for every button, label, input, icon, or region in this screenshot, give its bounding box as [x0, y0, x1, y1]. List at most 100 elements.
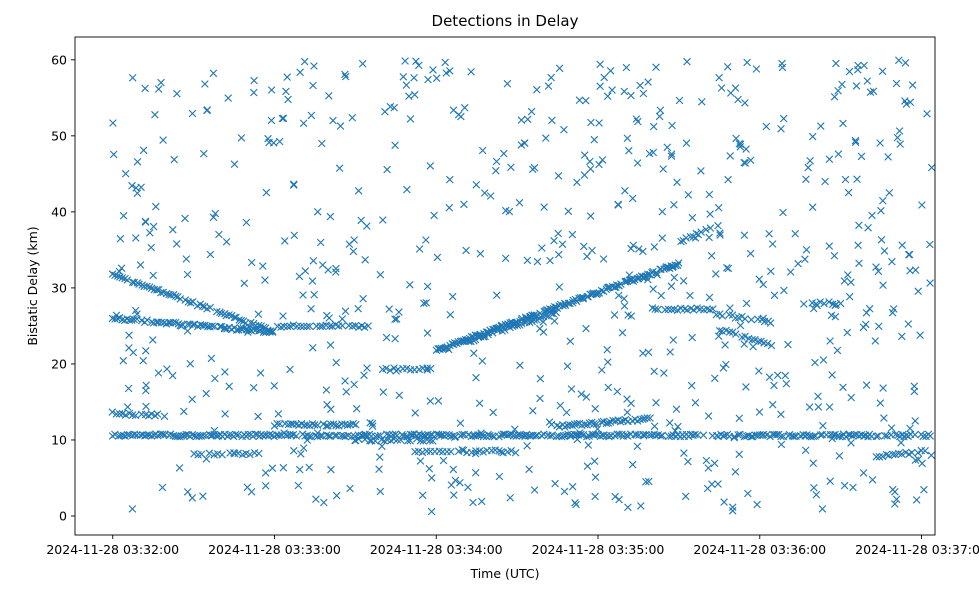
detection-point — [273, 419, 281, 428]
detection-point — [554, 172, 563, 180]
detection-point — [121, 411, 130, 419]
detection-point — [766, 319, 775, 327]
detection-point — [872, 453, 881, 461]
detection-point — [556, 401, 565, 410]
detection-point — [539, 328, 548, 336]
detection-point — [908, 81, 917, 89]
detection-point — [911, 430, 919, 439]
detection-point — [443, 447, 451, 456]
detection-point — [153, 410, 162, 418]
detection-point — [199, 431, 207, 440]
detection-point — [530, 163, 539, 172]
detection-point — [423, 366, 431, 374]
detection-point — [716, 231, 724, 239]
detection-point — [923, 110, 931, 118]
detection-point — [422, 236, 430, 244]
detection-point — [669, 336, 678, 344]
detection-point — [136, 261, 145, 269]
detection-point — [289, 420, 297, 428]
detection-point — [478, 146, 487, 155]
detection-point — [645, 477, 653, 486]
detection-point — [615, 495, 623, 504]
detection-point — [864, 224, 872, 232]
detection-point — [658, 207, 667, 216]
detection-point — [723, 264, 731, 272]
detection-point — [530, 486, 539, 494]
detection-point — [577, 390, 586, 398]
detection-point — [597, 286, 606, 295]
detection-point — [566, 431, 575, 440]
detection-point — [744, 489, 752, 498]
y-tick-label: 50 — [51, 128, 67, 143]
detection-point — [309, 257, 318, 265]
detection-point — [392, 315, 401, 323]
detection-point — [704, 464, 713, 472]
detection-point — [660, 369, 668, 377]
detection-point — [927, 451, 936, 460]
detection-point — [625, 146, 633, 155]
detection-point — [649, 285, 657, 293]
detection-point — [645, 149, 654, 158]
detection-point — [308, 277, 317, 285]
y-tick-label: 10 — [51, 432, 67, 447]
detection-point — [492, 157, 501, 166]
detection-point — [137, 183, 145, 192]
detection-point — [567, 385, 576, 393]
detection-point — [818, 505, 827, 513]
detection-point — [495, 447, 503, 455]
detection-point — [784, 340, 792, 349]
detection-point — [831, 301, 840, 310]
detection-point — [479, 333, 488, 341]
detection-point — [237, 134, 246, 142]
detection-point — [687, 381, 696, 390]
detection-point — [540, 203, 548, 211]
detection-point — [828, 371, 836, 379]
detection-point — [627, 275, 636, 283]
detection-point — [518, 432, 527, 440]
detection-point — [537, 313, 545, 321]
detection-point — [681, 305, 689, 313]
detection-point — [829, 300, 837, 309]
detection-point — [767, 341, 776, 350]
detection-point — [467, 68, 475, 76]
detection-point — [115, 267, 124, 276]
detection-point — [472, 373, 480, 382]
detection-point — [715, 73, 723, 82]
detection-point — [646, 414, 654, 422]
detection-point — [777, 432, 785, 441]
detection-point — [684, 191, 693, 199]
detection-point — [720, 498, 728, 506]
detection-point — [447, 447, 455, 456]
detection-point — [416, 457, 425, 465]
detection-point — [559, 431, 568, 440]
detection-point — [835, 432, 844, 441]
detection-point — [427, 474, 436, 482]
detection-point — [368, 422, 377, 430]
detection-point — [341, 377, 349, 385]
detection-point — [651, 305, 660, 313]
detection-point — [117, 264, 126, 272]
detection-point — [855, 259, 863, 268]
detection-point — [460, 103, 469, 112]
detection-point — [458, 430, 466, 439]
detection-point — [712, 270, 720, 278]
detection-point — [546, 256, 554, 265]
detection-point — [600, 73, 608, 82]
detection-point — [598, 156, 607, 164]
detection-point — [247, 488, 256, 496]
detection-point — [579, 293, 587, 302]
detection-point — [385, 305, 393, 313]
detection-point — [154, 369, 163, 377]
detection-point — [529, 407, 537, 415]
detection-point — [652, 398, 660, 407]
detection-point — [332, 268, 340, 276]
detection-point — [423, 282, 432, 291]
detection-point — [554, 250, 563, 259]
detection-point — [130, 430, 139, 439]
detection-point — [412, 57, 420, 65]
detection-point — [108, 408, 117, 416]
detection-point — [537, 431, 546, 440]
detection-point — [655, 112, 664, 121]
detection-point — [383, 165, 391, 174]
